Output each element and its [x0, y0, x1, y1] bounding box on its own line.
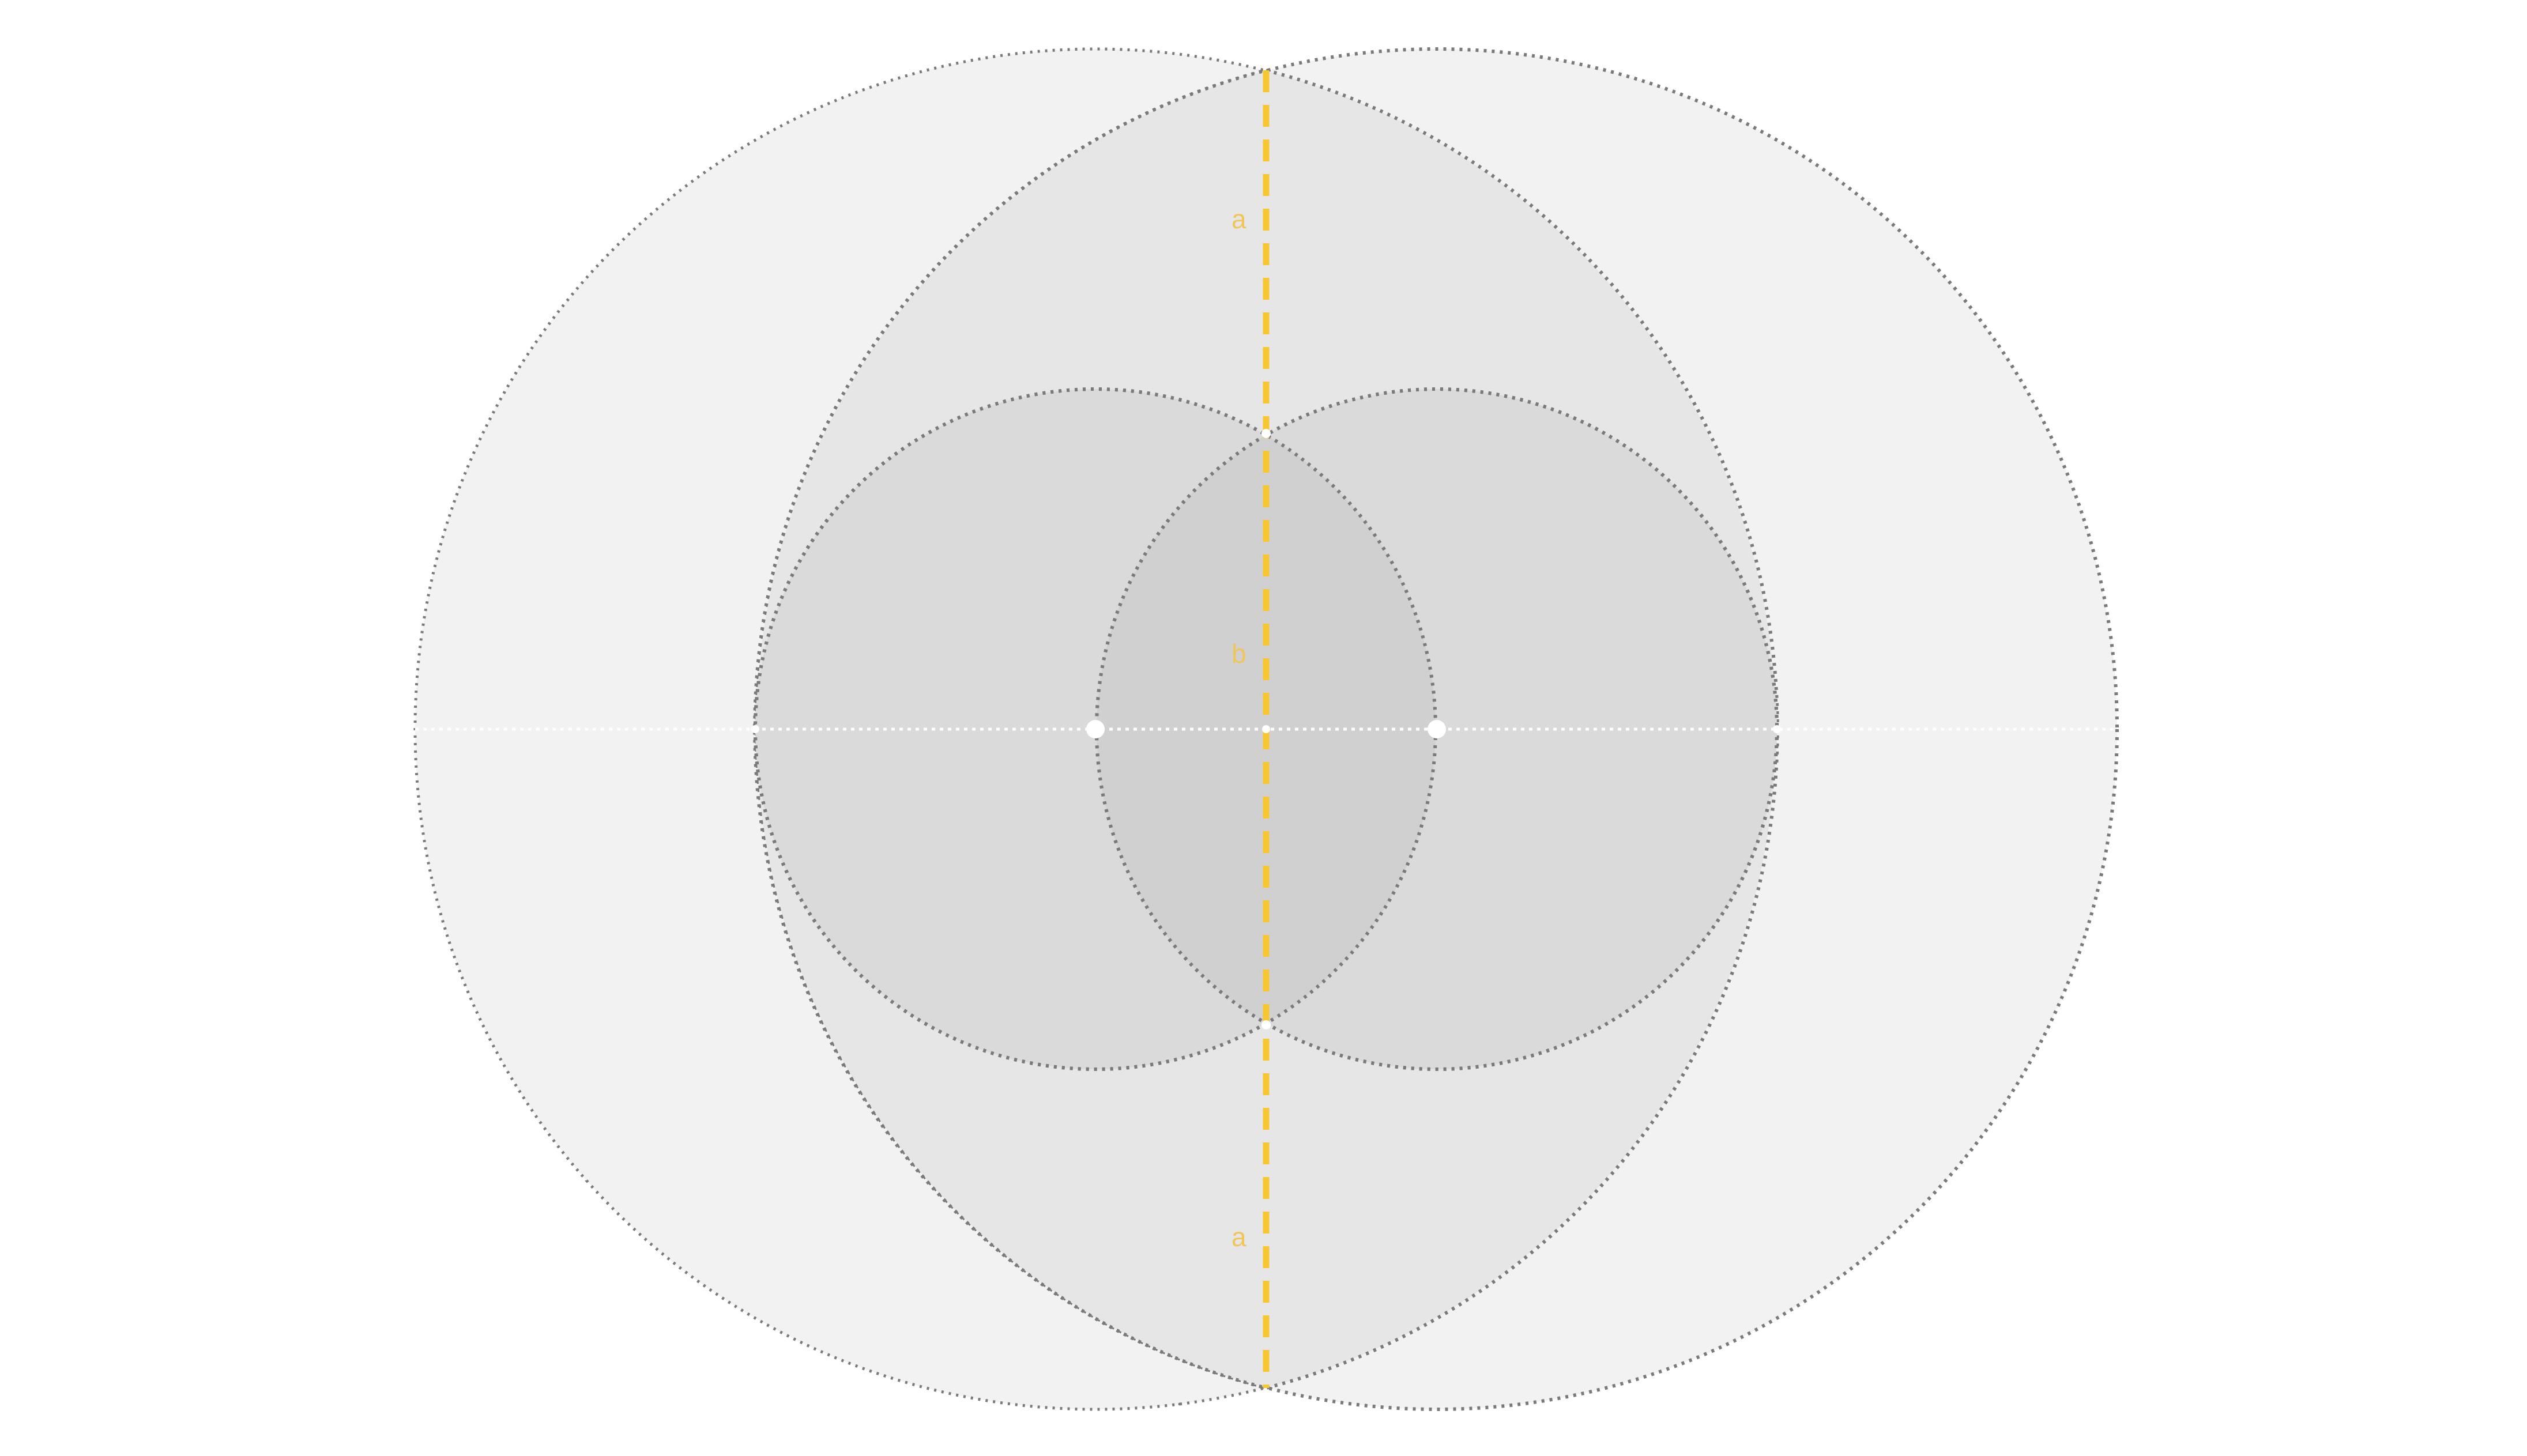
label-bottom-segment: a [1232, 1222, 1246, 1252]
center-point-right [1428, 720, 1446, 738]
axis-point-right [1773, 725, 1781, 733]
chord-point-lower [1261, 1020, 1271, 1029]
axis-point-left [751, 725, 759, 733]
label-top-segment: a [1232, 204, 1246, 234]
label-middle-segment: b [1232, 639, 1246, 669]
axis-point-mid [1262, 725, 1270, 733]
center-point-left [1086, 720, 1105, 738]
chord-point-upper [1261, 429, 1271, 438]
